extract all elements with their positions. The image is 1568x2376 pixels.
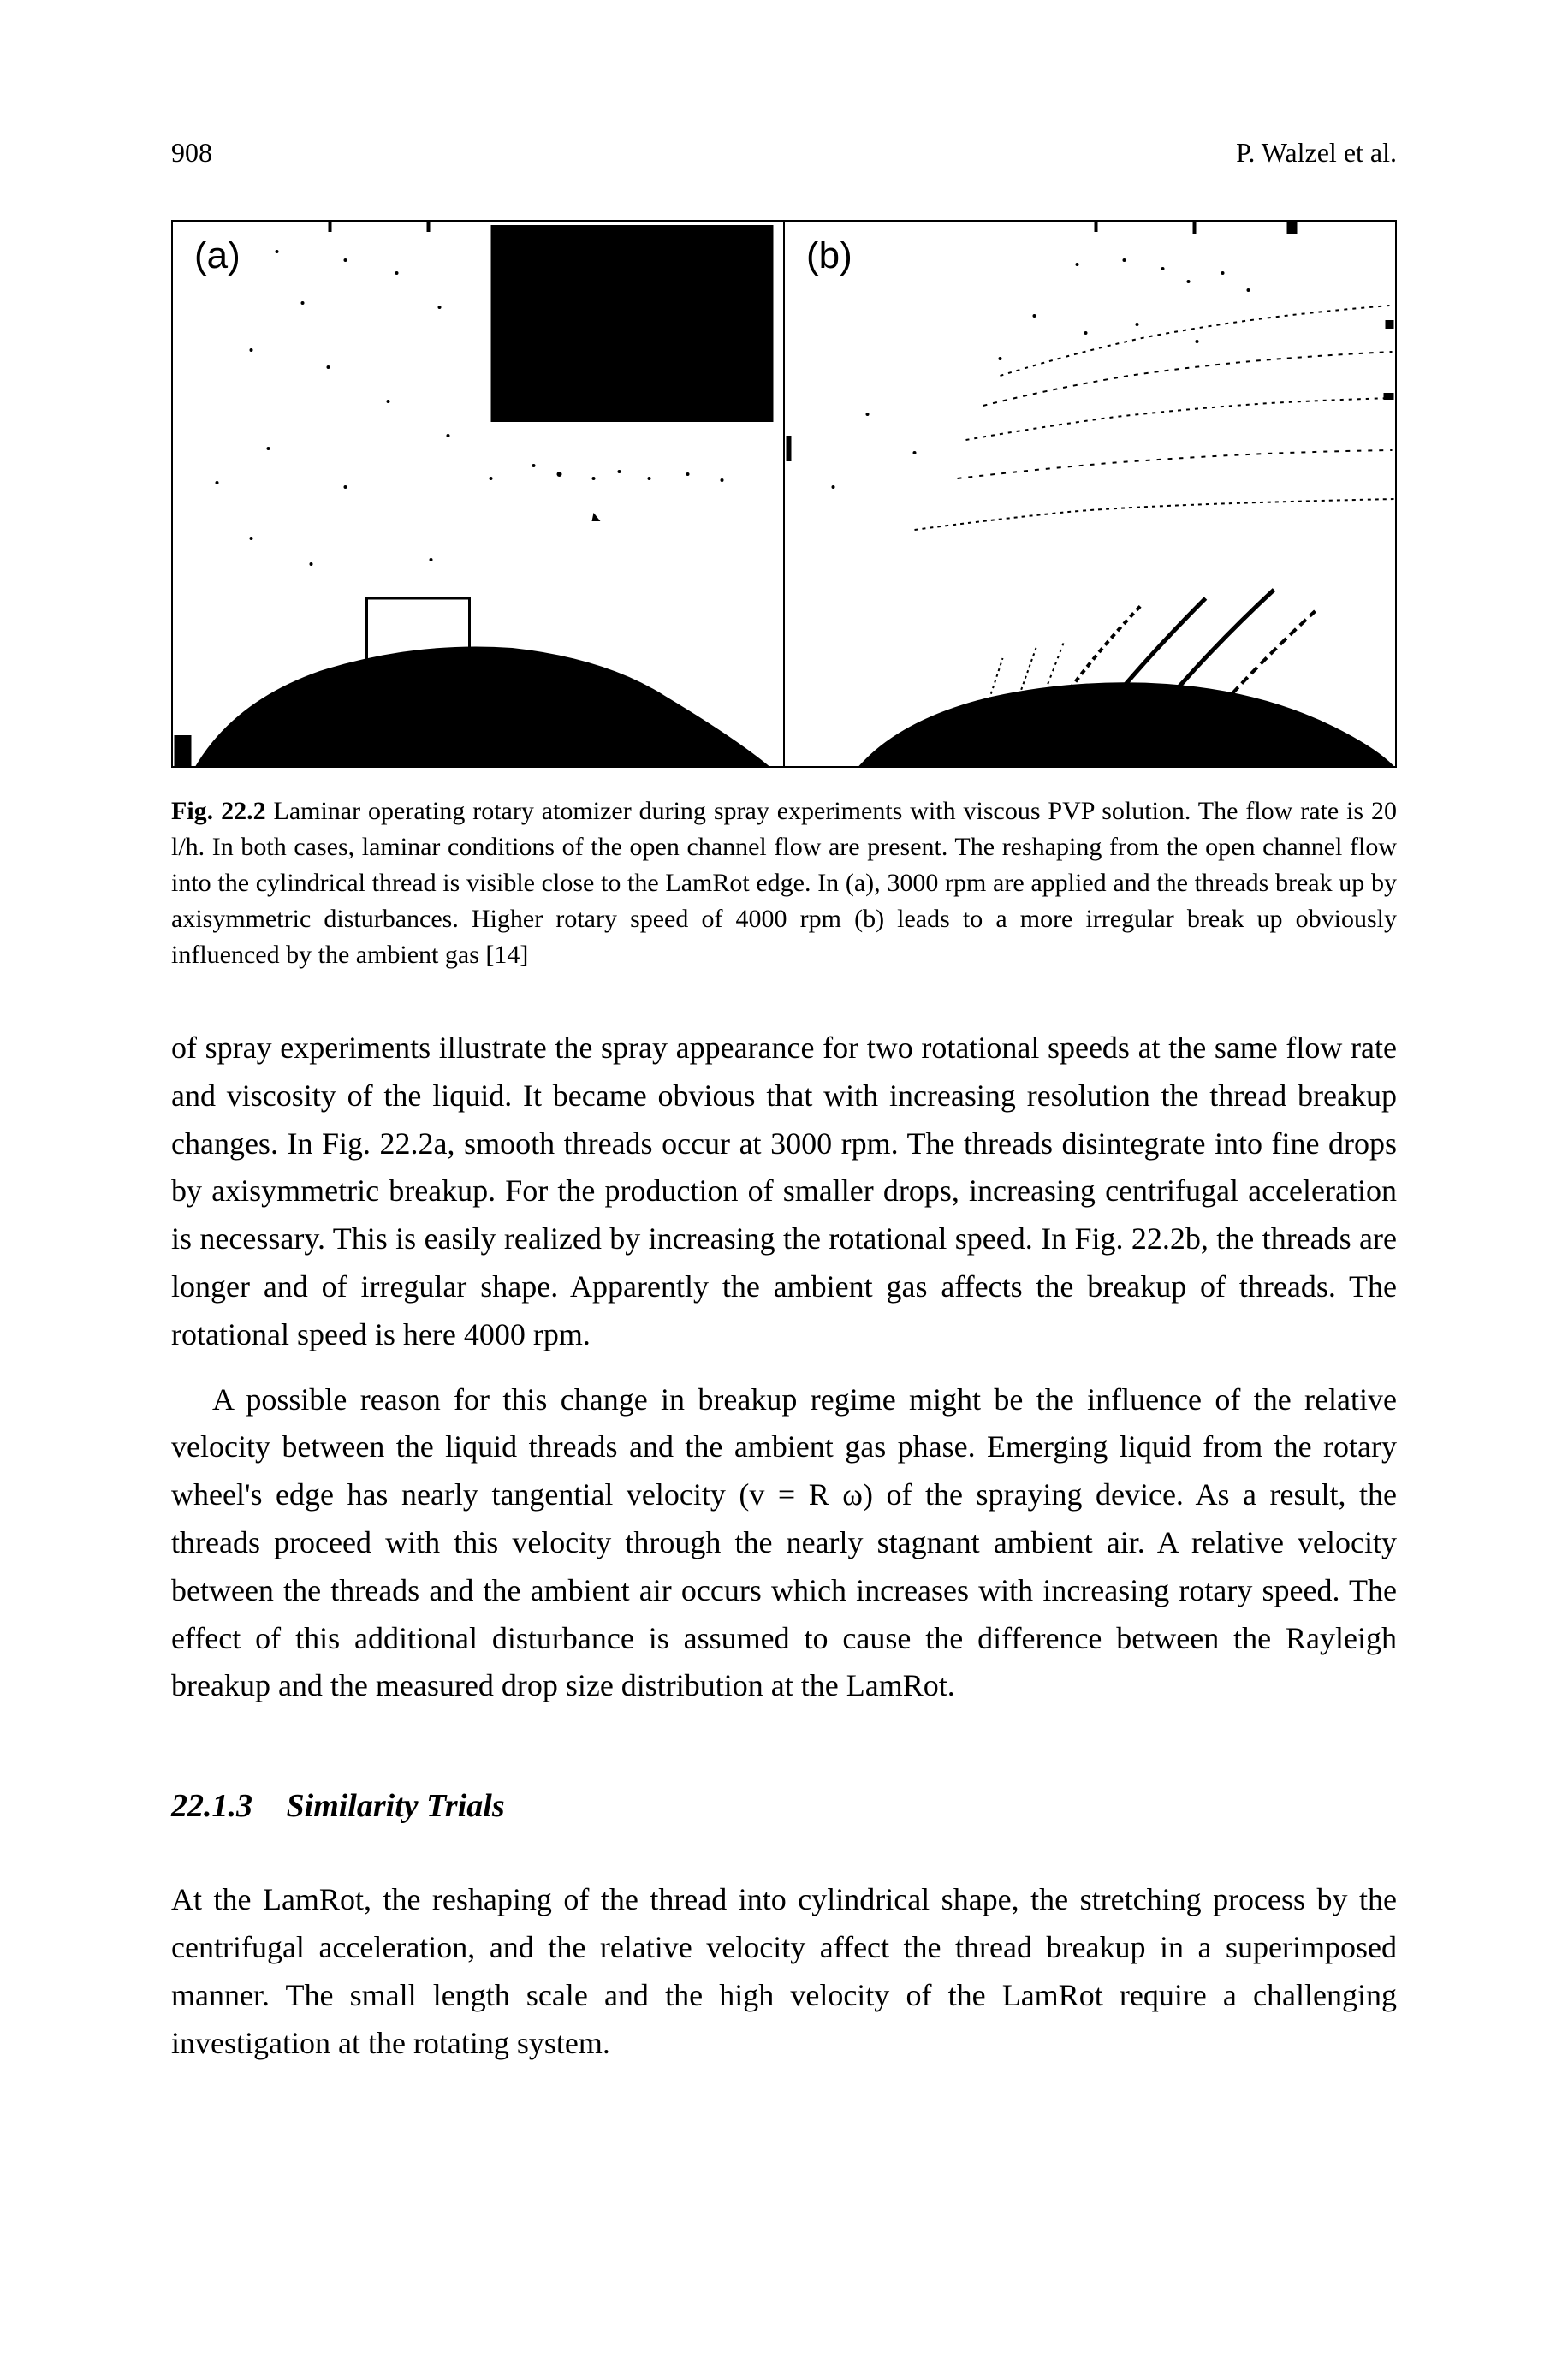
figure-caption-text: Laminar operating rotary atomizer during…	[171, 797, 1397, 969]
figure-panel-a: (a)	[173, 222, 785, 766]
author-name: P. Walzel et al.	[1236, 137, 1397, 169]
figure-caption: Fig. 22.2 Laminar operating rotary atomi…	[171, 793, 1397, 973]
section-title: Similarity Trials	[287, 1788, 505, 1824]
figure-panel-b: (b)	[785, 222, 1395, 766]
section-heading: 22.1.3 Similarity Trials	[171, 1787, 1397, 1825]
section-paragraph-1: At the LamRot, the reshaping of the thre…	[171, 1876, 1397, 2067]
panel-b-label: (b)	[806, 235, 852, 277]
panel-b-svg	[785, 222, 1395, 766]
page-header: 908 P. Walzel et al.	[171, 137, 1397, 169]
section-number: 22.1.3	[171, 1788, 252, 1824]
paragraph-1: of spray experiments illustrate the spra…	[171, 1025, 1397, 1359]
panel-a-svg	[173, 222, 783, 766]
figure-label: Fig. 22.2	[171, 797, 266, 825]
figure-22-2: (a)	[171, 220, 1397, 768]
panel-a-label: (a)	[194, 235, 241, 277]
paragraph-2: A possible reason for this change in bre…	[171, 1376, 1397, 1711]
page-number: 908	[171, 137, 212, 169]
